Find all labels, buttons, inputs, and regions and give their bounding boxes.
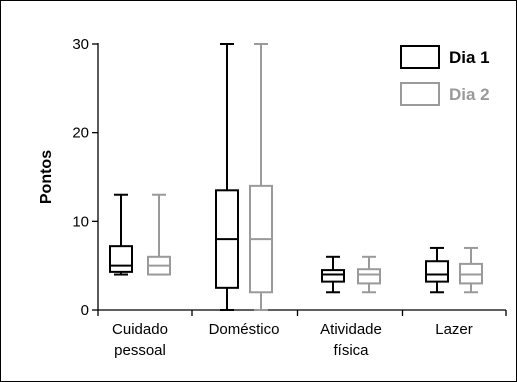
legend-label-2: Dia 2 [449,85,490,104]
category-label-1-0: Doméstico [209,321,280,338]
legend-swatch-2 [400,82,440,106]
box-s1-c4-iqr [425,260,449,283]
box-s1-c3-iqr [321,269,345,283]
y-tick-label-30: 30 [72,36,89,53]
category-label-2-0: Atividade [320,321,382,338]
category-label-3-0: Lazer [435,321,473,338]
y-tick-label-10: 10 [72,213,89,230]
y-tick-label-20: 20 [72,125,89,142]
category-label-0-0: Cuidado [112,321,168,338]
y-axis-title: Pontos [38,150,55,204]
legend-label-1: Dia 1 [449,48,490,67]
box-s1-c1-iqr [109,245,133,273]
category-label-0-1: pessoal [114,342,166,359]
category-label-2-1: física [333,342,369,359]
box-s2-c3-iqr [357,268,381,285]
y-tick-label-0: 0 [81,302,89,319]
legend-swatch-1 [400,45,440,69]
